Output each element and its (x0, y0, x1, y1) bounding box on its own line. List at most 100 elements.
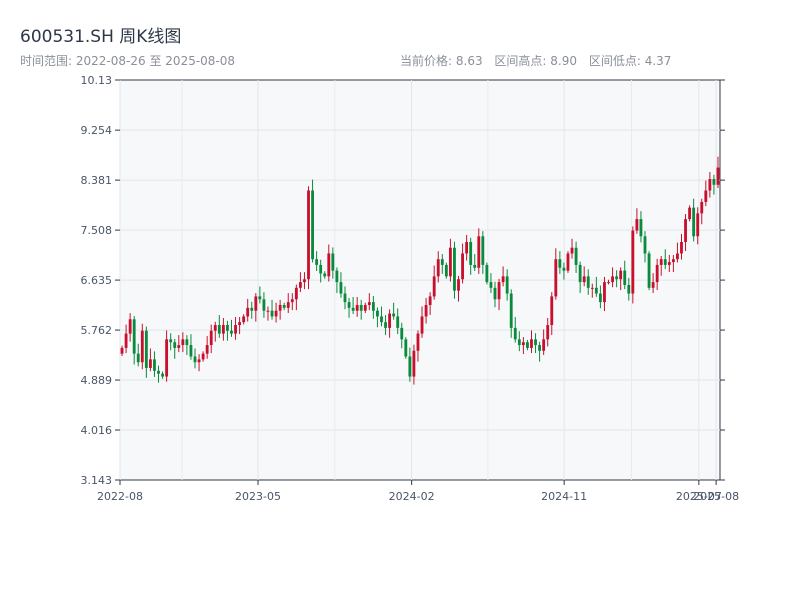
candle-body (339, 282, 343, 294)
candle-body (124, 333, 128, 348)
candle-body (376, 310, 379, 317)
page-title: 600531.SH 周K线图 (20, 27, 182, 47)
candle-body (173, 342, 177, 348)
candle-body (148, 359, 152, 368)
y-tick-label: 3.143 (81, 474, 113, 487)
candle-body (558, 259, 562, 268)
candle-body (623, 270, 627, 285)
y-tick-label: 7.508 (81, 224, 113, 237)
candle-body (254, 296, 258, 311)
candle-body (282, 304, 286, 308)
candle-body (201, 353, 205, 360)
candle-body (635, 219, 639, 231)
candle-body (586, 276, 590, 288)
candle-body (534, 339, 537, 346)
range-high: 区间高点: 8.90 (494, 54, 578, 68)
candle-body (128, 319, 132, 334)
candle-body (712, 179, 716, 185)
candle-body (659, 259, 663, 265)
candle-body (388, 313, 392, 328)
candle-body (238, 322, 242, 326)
y-tick-label: 9.254 (81, 124, 113, 137)
candle-body (526, 342, 529, 348)
candle-body (169, 339, 173, 343)
candle-body (554, 259, 558, 297)
candle-body (412, 350, 416, 377)
candle-body (197, 359, 201, 363)
candle-body (639, 219, 643, 237)
candle-body (590, 287, 594, 289)
candle-body (209, 330, 213, 346)
candle-body (181, 339, 185, 346)
candle-body (343, 293, 347, 303)
candle-body (688, 207, 692, 220)
candle-body (347, 302, 351, 308)
candle-body (647, 253, 651, 288)
candle-body (436, 259, 440, 277)
x-tick-label: 2024-11 (541, 490, 587, 503)
candle-body (157, 370, 160, 374)
candle-body (230, 330, 233, 334)
range-low: 区间低点: 4.37 (588, 54, 672, 68)
candle-body (327, 253, 331, 277)
candle-body (161, 373, 164, 377)
candle-body (708, 179, 712, 191)
candle-body (286, 302, 290, 308)
y-axis: 3.143 4.016 4.889 5.762 6.635 7.508 8.381 9.254… (81, 74, 725, 487)
candle-body (663, 259, 667, 265)
candle-body (242, 316, 246, 323)
candle-body (221, 325, 225, 334)
candle-body (619, 270, 623, 280)
candle-body (144, 330, 148, 368)
x-tick-label: 2023-05 (235, 490, 281, 503)
candle-body (298, 282, 302, 288)
candle-body (416, 333, 420, 351)
candle-body (278, 304, 282, 311)
candle-body (692, 207, 696, 237)
candle-body (363, 304, 367, 311)
candle-body (457, 279, 460, 291)
candle-body (217, 325, 221, 334)
candle-body (465, 242, 469, 254)
candle-body (631, 230, 635, 294)
candle-body (513, 327, 517, 340)
range-start: 2022-08-26 (75, 54, 146, 68)
candle-body (501, 276, 505, 283)
candle-body (404, 339, 408, 357)
candle-body (444, 264, 448, 277)
candle-body (497, 282, 501, 300)
candle-body (530, 339, 533, 348)
candle-body (700, 201, 704, 214)
candle-body (489, 282, 493, 288)
candle-body (262, 299, 266, 311)
x-tick-label: 2025-08 (693, 490, 739, 503)
candle-body (270, 310, 274, 317)
candle-body (307, 190, 310, 280)
current-price: 当前价格: 8.63 (400, 54, 483, 68)
candle-body (140, 330, 144, 363)
candle-body (432, 276, 436, 297)
candle-body (667, 262, 671, 265)
candle-body (448, 247, 452, 277)
candle-body (716, 167, 720, 185)
candle-body (680, 242, 683, 254)
candle-body (676, 253, 679, 260)
candle-body (627, 284, 631, 294)
candle-body (246, 307, 250, 317)
price-stats: 当前价格: 8.63 区间高点: 8.90 区间低点: 4.37 (400, 52, 679, 69)
candle-body (120, 347, 124, 354)
candle-body (226, 325, 229, 331)
candle-body (615, 276, 619, 280)
candle-body (574, 247, 578, 265)
candle-body (315, 259, 319, 265)
candle-body (684, 219, 687, 243)
candle-body (290, 299, 294, 303)
candle-body (485, 264, 489, 283)
y-tick-label: 8.381 (81, 174, 113, 187)
candle-body (132, 319, 136, 354)
candle-body (550, 296, 554, 326)
x-axis: 2022-08 2023-05 2024-02 2024-11 2025-072025-… (97, 480, 739, 503)
candle-body (355, 304, 359, 311)
candle-body (578, 264, 582, 283)
